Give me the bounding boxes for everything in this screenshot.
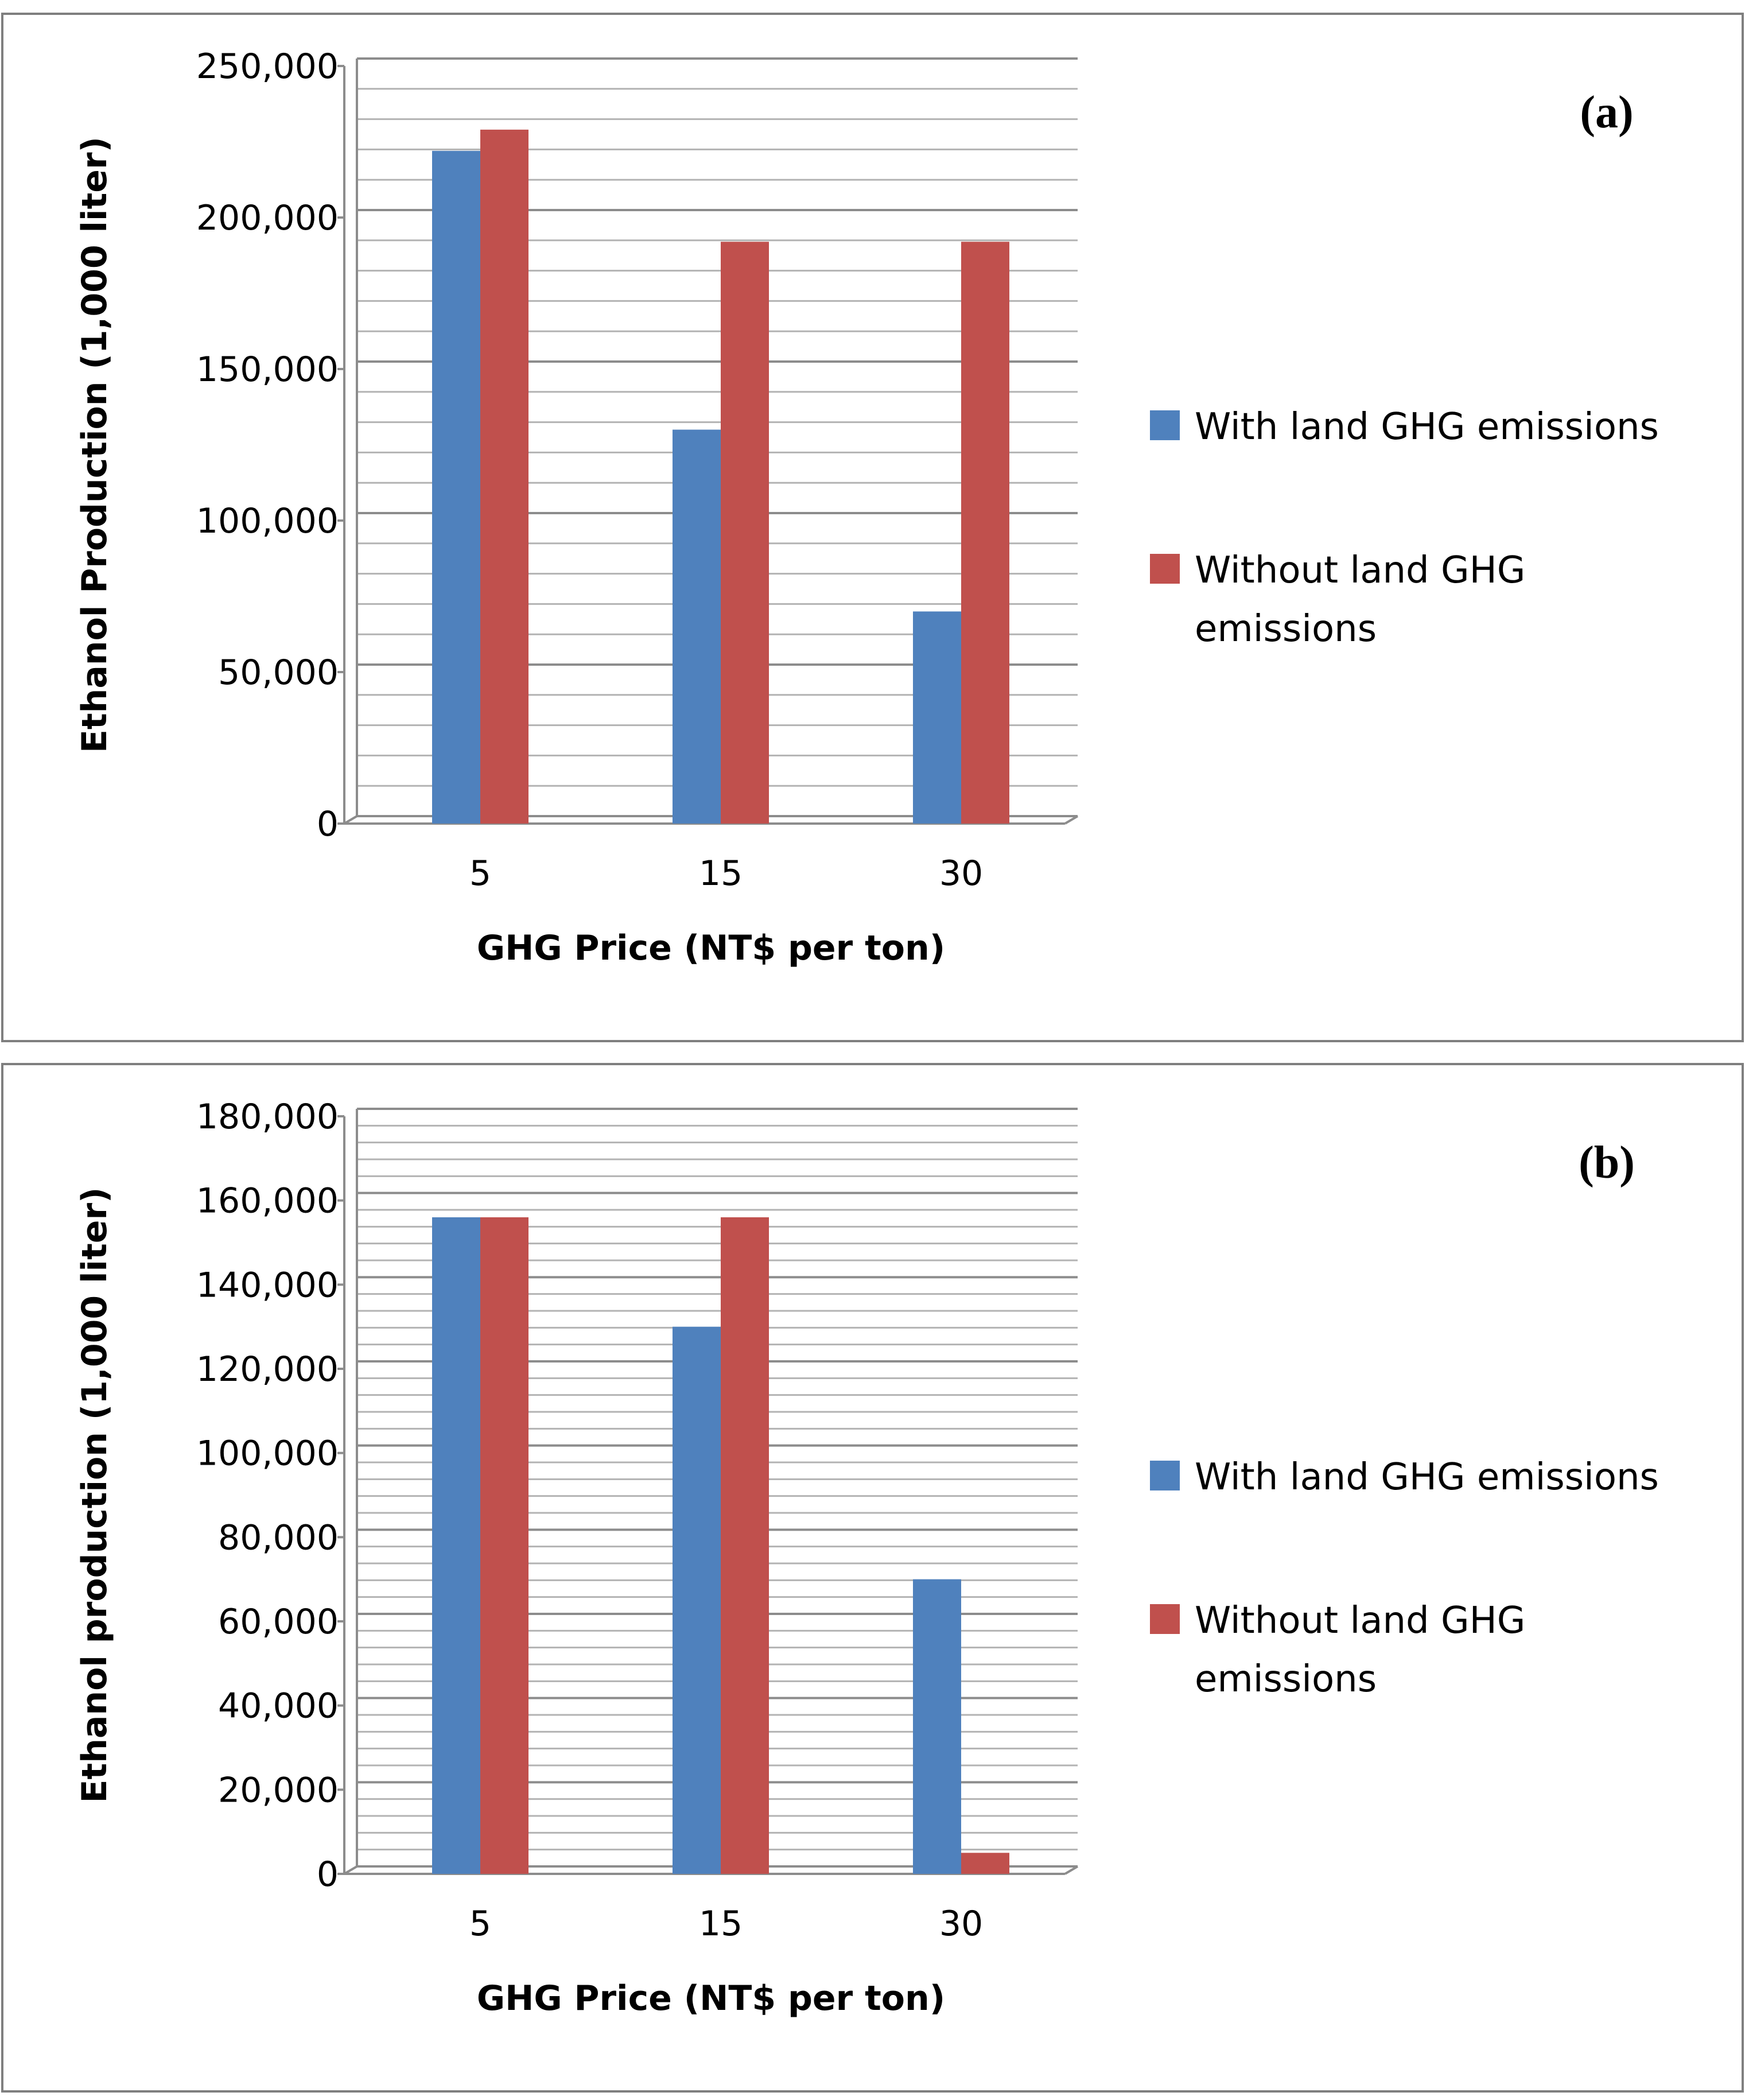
y-tick-label: 120,000 xyxy=(196,1349,339,1389)
x-tick-label: 5 xyxy=(469,1904,491,1944)
legend-label: emissions xyxy=(1195,1658,1377,1701)
legend-swatch-without-land xyxy=(1150,554,1180,584)
y-tick-label: 0 xyxy=(317,1854,339,1895)
y-tick-label: 0 xyxy=(317,804,339,844)
bar-without-land-30 xyxy=(961,242,1009,824)
bar-with-land-15 xyxy=(673,1326,721,1874)
bar-without-land-30 xyxy=(961,1853,1009,1874)
bar-with-land-5 xyxy=(432,1217,480,1874)
chart-panel-b: 0 20,000 40,000 60,000 80,000 100,000 120,000 1… xyxy=(0,1050,1745,2095)
legend-swatch-with-land xyxy=(1150,1461,1180,1490)
chart-a-svg: 0 50,000 100,000 150,000 200,000 250,000 5 15 30… xyxy=(1,13,1744,1042)
panel-label: (b) xyxy=(1579,1138,1635,1188)
legend-swatch-with-land xyxy=(1150,410,1180,440)
y-tick-label: 100,000 xyxy=(196,1434,339,1474)
y-tick-label: 40,000 xyxy=(218,1686,339,1726)
panel-frame xyxy=(1,1063,1744,2093)
y-tick-label: 180,000 xyxy=(196,1097,339,1137)
bars xyxy=(432,1217,1009,1874)
bar-with-land-30 xyxy=(913,611,961,824)
y-tick-label: 140,000 xyxy=(196,1265,339,1305)
y-tick-label: 200,000 xyxy=(196,198,339,238)
x-tick-label: 15 xyxy=(699,853,743,894)
x-tick-label: 30 xyxy=(939,853,983,894)
bar-with-land-15 xyxy=(673,429,721,824)
panel-frame xyxy=(1,13,1744,1042)
y-tick-label: 100,000 xyxy=(196,501,339,541)
legend: With land GHG emissions Without land GHG e… xyxy=(1150,406,1659,650)
y-tick-label: 150,000 xyxy=(196,350,339,390)
y-tick-label: 160,000 xyxy=(196,1181,339,1221)
y-tick-label: 60,000 xyxy=(218,1602,339,1642)
bar-without-land-5 xyxy=(480,129,528,824)
bar-without-land-5 xyxy=(480,1217,528,1874)
legend-label: Without land GHG xyxy=(1195,549,1525,592)
y-axis-title: Ethanol production (1,000 liter) xyxy=(75,1187,115,1803)
x-axis-title: GHG Price (NT$ per ton) xyxy=(477,1978,945,2019)
y-tick-label: 50,000 xyxy=(218,653,339,693)
y-axis-title: Ethanol Production (1,000 liter) xyxy=(75,137,115,753)
bar-with-land-5 xyxy=(432,150,480,824)
chart-b-svg: 0 20,000 40,000 60,000 80,000 100,000 120,000 1… xyxy=(1,1063,1744,2093)
bar-with-land-30 xyxy=(913,1579,961,1874)
panel-label: (a) xyxy=(1580,87,1633,138)
legend-label: emissions xyxy=(1195,608,1377,650)
y-tick-label: 20,000 xyxy=(218,1770,339,1810)
bars xyxy=(432,129,1009,824)
y-axis-ticks: 0 50,000 100,000 150,000 200,000 250,000 xyxy=(196,46,344,844)
x-tick-label: 5 xyxy=(469,853,491,894)
legend-swatch-without-land xyxy=(1150,1604,1180,1634)
floor-edge-right xyxy=(1064,1865,1079,1875)
legend-label: With land GHG emissions xyxy=(1195,1456,1659,1499)
floor-edge xyxy=(343,815,358,825)
bar-without-land-15 xyxy=(721,242,769,824)
y-axis-ticks: 0 20,000 40,000 60,000 80,000 100,000 120,000 1… xyxy=(196,1097,344,1895)
legend: With land GHG emissions Without land GHG e… xyxy=(1150,1456,1659,1701)
floor-edge-right xyxy=(1064,815,1079,825)
x-axis-title: GHG Price (NT$ per ton) xyxy=(477,928,945,968)
y-tick-label: 250,000 xyxy=(196,46,339,87)
chart-panel-a: 0 50,000 100,000 150,000 200,000 250,000 5 15 30… xyxy=(0,0,1745,1045)
x-tick-label: 30 xyxy=(939,1904,983,1944)
y-tick-label: 80,000 xyxy=(218,1517,339,1558)
floor-edge xyxy=(343,1865,358,1875)
bar-without-land-15 xyxy=(721,1217,769,1874)
legend-label: Without land GHG xyxy=(1195,1600,1525,1642)
x-tick-label: 15 xyxy=(699,1904,743,1944)
legend-label: With land GHG emissions xyxy=(1195,406,1659,448)
